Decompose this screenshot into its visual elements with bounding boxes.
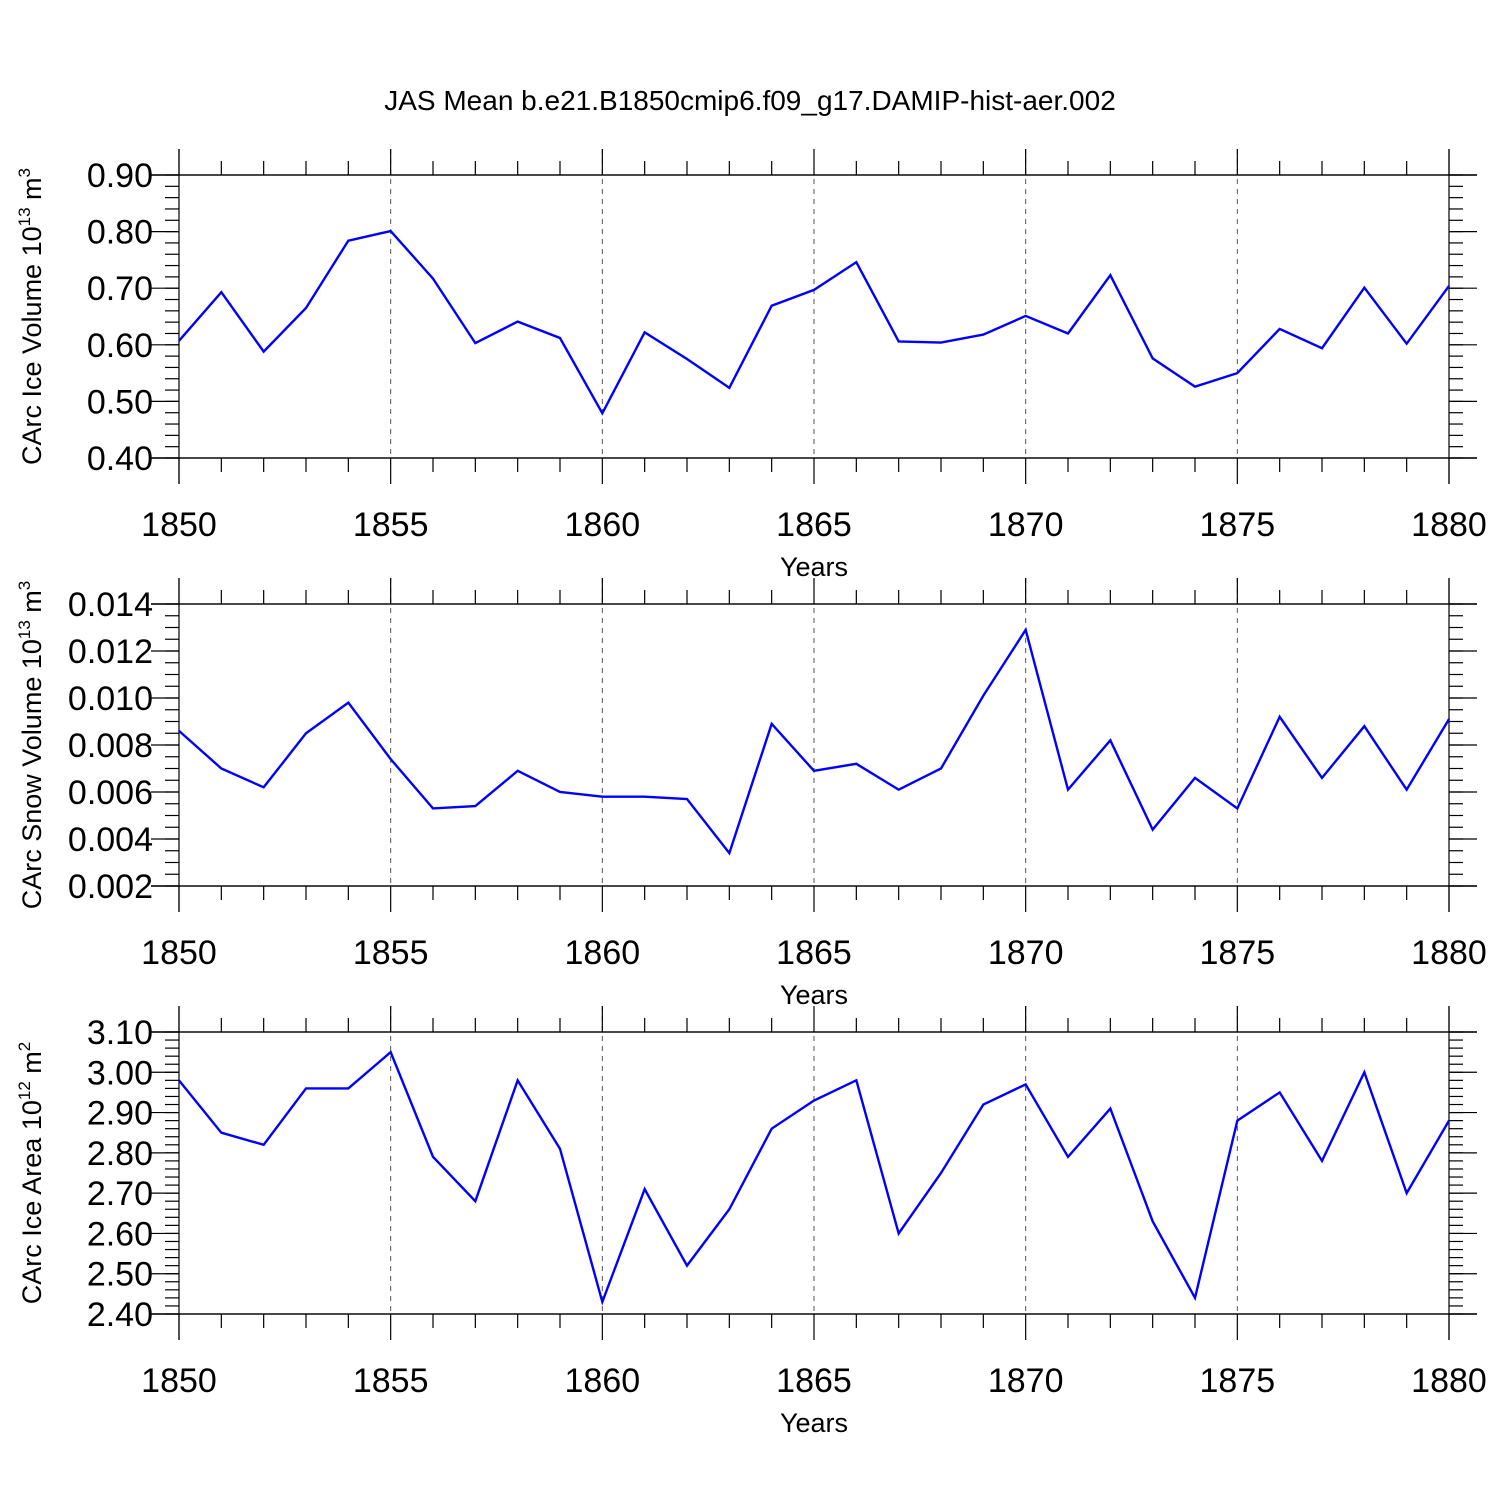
- y-axis-label-unit: m: [17, 1051, 47, 1081]
- x-tick-label: 1875: [1200, 506, 1276, 544]
- y-axis-label: CArc Ice Area 1012 m2: [15, 1042, 47, 1305]
- x-tick-label: 1855: [353, 934, 429, 972]
- y-tick-label: 0.008: [68, 727, 153, 765]
- x-tick-label: 1855: [353, 1362, 429, 1400]
- panel-3: 2.402.502.602.702.802.903.003.10 1850 1855…: [15, 1006, 1487, 1438]
- panel-2: 0.002 0.004 0.006 0.008 0.010 0.012 0.014 1850 1…: [15, 578, 1487, 1010]
- y-tick-label: 0.002: [68, 868, 153, 906]
- panel-1: 0.40 0.50 0.60 0.70 0.80 0.90 1850 1855 1860 1865…: [15, 149, 1487, 582]
- x-tick-label: 1875: [1200, 934, 1276, 972]
- x-tick-label: 1870: [988, 1362, 1064, 1400]
- x-axis-label: Years: [780, 980, 848, 1010]
- y-tick-label: 0.40: [87, 440, 153, 478]
- y-tick-label: 0.50: [87, 383, 153, 421]
- y-tick-label: 0.80: [87, 214, 153, 252]
- x-tick-label: 1850: [141, 1362, 217, 1400]
- y-axis-label-unit-exponent: 3: [15, 581, 34, 590]
- y-axis-label-unit-exponent: 2: [15, 1042, 34, 1051]
- x-axis-label: Years: [780, 1408, 848, 1438]
- chart-panels: 0.40 0.50 0.60 0.70 0.80 0.90 1850 1855 1860 1865…: [15, 149, 1487, 1438]
- x-tick-label: 1865: [776, 934, 852, 972]
- y-axis-label-exponent: 13: [15, 620, 34, 639]
- y-axis-label-unit-exponent: 3: [15, 168, 34, 177]
- y-tick-label: 0.012: [68, 633, 153, 671]
- x-tick-label: 1870: [988, 934, 1064, 972]
- x-tick-label: 1880: [1411, 506, 1487, 544]
- y-tick-label: 0.90: [87, 157, 153, 195]
- y-tick-label: 2.40: [87, 1296, 153, 1334]
- y-axis-label-text: CArc Snow Volume 10: [17, 639, 47, 909]
- y-axis-label-unit: m: [17, 177, 47, 207]
- y-tick-label: 2.70: [87, 1175, 153, 1213]
- y-tick-label: 2.90: [87, 1095, 153, 1133]
- y-tick-label: 0.010: [68, 680, 153, 718]
- y-tick-label: 0.006: [68, 774, 153, 812]
- x-tick-label: 1865: [776, 1362, 852, 1400]
- y-axis-label: CArc Snow Volume 1013 m3: [15, 581, 47, 910]
- x-tick-label: 1875: [1200, 1362, 1276, 1400]
- x-tick-label: 1850: [141, 506, 217, 544]
- y-tick-label: 3.00: [87, 1054, 153, 1092]
- x-tick-label: 1860: [565, 506, 641, 544]
- y-axis-label-exponent: 13: [15, 207, 34, 226]
- y-axis-label: CArc Ice Volume 1013 m3: [15, 168, 47, 465]
- x-tick-label: 1880: [1411, 934, 1487, 972]
- x-tick-label: 1860: [565, 1362, 641, 1400]
- x-tick-label: 1880: [1411, 1362, 1487, 1400]
- y-tick-label: 0.70: [87, 270, 153, 308]
- y-tick-label: 2.60: [87, 1215, 153, 1253]
- x-tick-label: 1855: [353, 506, 429, 544]
- x-tick-label: 1850: [141, 934, 217, 972]
- y-tick-label: 0.014: [68, 586, 153, 624]
- y-tick-label: 3.10: [87, 1014, 153, 1052]
- y-tick-label: 2.80: [87, 1135, 153, 1173]
- x-axis-label: Years: [780, 552, 848, 582]
- y-axis-label-exponent: 12: [15, 1081, 34, 1100]
- y-axis-label-text: CArc Ice Volume 10: [17, 226, 47, 465]
- y-tick-label: 2.50: [87, 1256, 153, 1294]
- y-tick-label: 0.004: [68, 821, 153, 859]
- x-tick-label: 1860: [565, 934, 641, 972]
- y-axis-label-text: CArc Ice Area 10: [17, 1100, 47, 1304]
- chart-title: JAS Mean b.e21.B1850cmip6.f09_g17.DAMIP-…: [384, 85, 1116, 116]
- x-tick-label: 1870: [988, 506, 1064, 544]
- y-tick-label: 0.60: [87, 327, 153, 365]
- x-tick-label: 1865: [776, 506, 852, 544]
- y-axis-label-unit: m: [17, 590, 47, 620]
